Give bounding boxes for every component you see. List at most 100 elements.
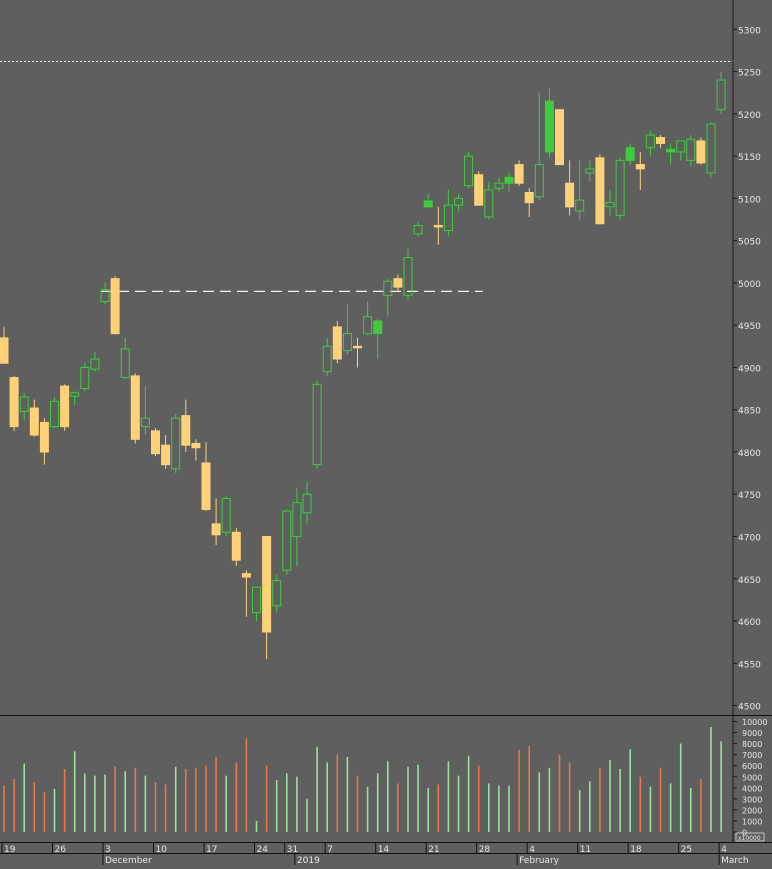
day-tick-label: 11	[580, 845, 591, 855]
candle-body	[605, 202, 615, 208]
candle-body	[443, 204, 453, 232]
price-tick-label: 4900	[738, 364, 761, 374]
candle-body	[50, 400, 59, 428]
volume-unit-box	[735, 832, 765, 842]
candle-body	[312, 383, 322, 466]
candle-body	[474, 174, 484, 206]
volume-tick-label: 4000	[742, 784, 762, 793]
price-tick-label: 4800	[738, 449, 761, 459]
candle-body	[0, 337, 9, 364]
price-tick-label: 4500	[738, 703, 761, 713]
candle-body	[80, 366, 90, 390]
candle-body	[666, 148, 676, 153]
volume-tick-label: 8000	[742, 740, 762, 749]
candle-body	[595, 157, 605, 225]
candle-body	[716, 79, 726, 111]
candle-body	[514, 164, 524, 184]
candle-body	[484, 189, 494, 218]
month-tick-label: March	[721, 856, 748, 865]
volume-tick-label: 9000	[742, 729, 762, 738]
candle-body	[9, 377, 19, 428]
candle-body	[656, 137, 665, 144]
candle-body	[292, 502, 302, 538]
day-tick-label: 21	[428, 845, 439, 855]
candle-body	[342, 333, 352, 352]
candle-body	[635, 164, 645, 170]
candle-body	[393, 278, 403, 288]
candle-body	[645, 134, 655, 149]
candle-body	[423, 200, 433, 208]
x-axis: 19 26 3 10 17 24 31 7 14 21 28 4 11 18 25 4 December 2019…	[1, 843, 749, 866]
volume-tick-label: 1000	[742, 817, 762, 826]
candle-body	[615, 159, 625, 216]
month-tick-label: December	[105, 856, 152, 865]
day-tick-label: 17	[206, 845, 217, 855]
day-tick-label: 3	[105, 845, 111, 855]
candle-body	[413, 224, 423, 235]
price-tick-label: 4950	[738, 322, 761, 332]
candle-body	[565, 182, 575, 208]
candle-body	[282, 510, 292, 571]
candle-body	[151, 430, 160, 455]
candle-body	[696, 140, 706, 164]
price-tick-label: 5250	[738, 69, 761, 79]
candle-body	[706, 123, 716, 174]
price-tick-label: 4650	[738, 576, 761, 586]
candle-body	[403, 257, 413, 297]
candle-body	[262, 536, 272, 633]
day-tick-label: 28	[479, 845, 491, 855]
candle-body	[100, 289, 110, 303]
volume-panel	[3, 727, 722, 832]
candle-body	[130, 375, 140, 440]
price-tick-label: 5100	[738, 195, 761, 205]
day-tick-label: 7	[327, 845, 333, 855]
candle-body	[322, 345, 332, 373]
volume-tick-label: 2000	[742, 806, 762, 815]
day-tick-label: 10	[156, 845, 168, 855]
candle-body	[272, 579, 282, 607]
day-tick-label: 31	[287, 845, 298, 855]
candle-body	[191, 443, 201, 449]
price-tick-label: 5300	[738, 26, 761, 36]
candle-body	[181, 415, 191, 446]
candle-body	[676, 140, 686, 153]
volume-tick-label: 10000	[742, 718, 767, 727]
day-tick-label: 4	[529, 845, 535, 855]
day-tick-label: 26	[55, 845, 67, 855]
candle-body	[544, 100, 554, 153]
candle-body	[686, 138, 696, 161]
candle-body	[373, 320, 383, 335]
day-tick-label: 25	[681, 845, 692, 855]
candle-body	[161, 444, 171, 466]
volume-unit-label: x10000	[738, 835, 761, 842]
month-tick-label: February	[519, 856, 560, 865]
candle-body	[241, 573, 251, 578]
day-tick-label: 14	[378, 845, 390, 855]
candle-body	[353, 345, 362, 349]
day-tick-label: 19	[4, 845, 16, 855]
candle-body	[383, 280, 393, 297]
price-tick-label: 5200	[738, 111, 761, 121]
price-tick-label: 5000	[738, 280, 761, 290]
candle-body	[524, 191, 534, 204]
price-tick-label: 4550	[738, 660, 761, 670]
day-tick-label: 4	[721, 845, 727, 855]
candle-body	[332, 326, 342, 360]
candle-body	[29, 407, 39, 436]
candle-body	[90, 358, 100, 370]
candle-body	[252, 586, 261, 614]
candle-body	[585, 168, 595, 174]
candle-body	[534, 164, 544, 198]
price-tick-label: 4700	[738, 534, 761, 544]
price-tick-label: 4850	[738, 407, 761, 417]
candle-body	[171, 417, 181, 470]
price-tick-label: 4750	[738, 491, 761, 501]
candle-body	[555, 109, 564, 166]
candle-body	[221, 497, 231, 533]
candle-body	[504, 176, 514, 184]
candle-body	[110, 278, 120, 335]
candle-body	[302, 493, 312, 514]
